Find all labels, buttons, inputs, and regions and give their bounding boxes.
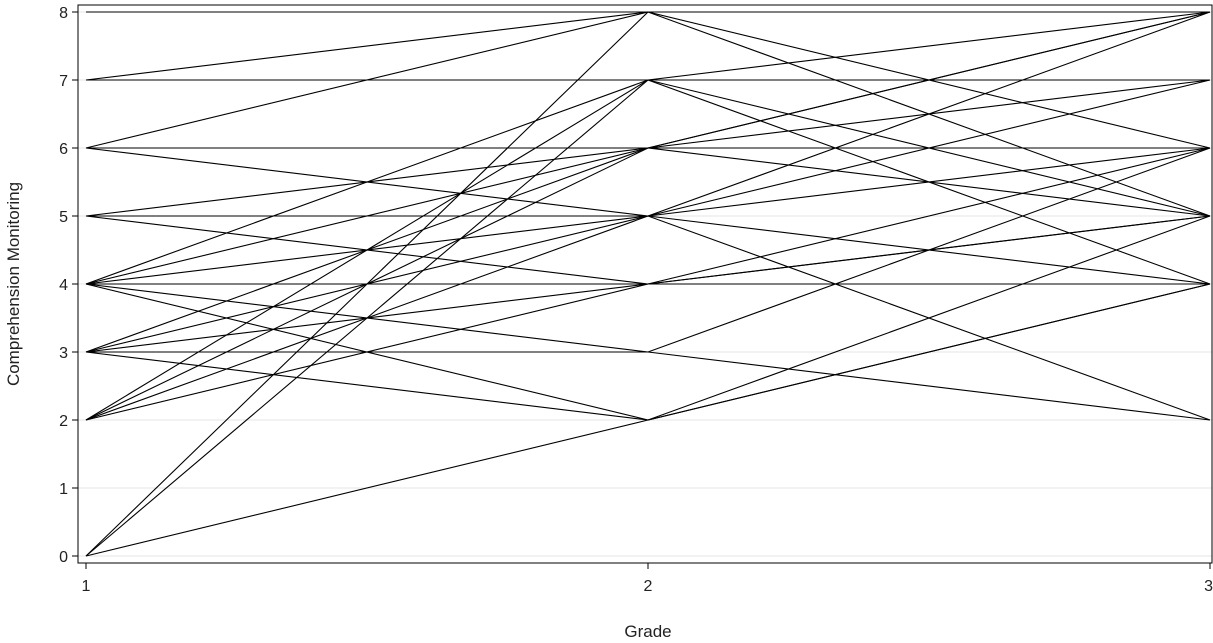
series-line-19 xyxy=(85,283,1211,421)
y-tick-label-5: 5 xyxy=(59,209,68,226)
series-line-25 xyxy=(85,147,1211,285)
series-line-9 xyxy=(86,147,1211,353)
series-line-8 xyxy=(85,147,1211,353)
y-tick-label-3: 3 xyxy=(59,345,68,362)
y-axis: 0 1 2 3 4 5 6 7 8 xyxy=(59,5,78,566)
series-line-16 xyxy=(86,215,1211,285)
y-tick-label-2: 2 xyxy=(59,413,68,430)
y-tick-label-0: 0 xyxy=(59,549,68,566)
series-line-14 xyxy=(85,79,1211,285)
series-line-15 xyxy=(85,283,1211,421)
series-line-28 xyxy=(86,79,1211,217)
x-tick-label-1: 1 xyxy=(82,578,91,595)
y-tick-label-7: 7 xyxy=(59,73,68,90)
x-axis-title: Grade xyxy=(624,622,671,641)
data-lines xyxy=(85,11,1211,557)
series-line-17 xyxy=(85,79,1210,285)
series-line-12 xyxy=(85,11,1211,353)
x-tick-label-2: 2 xyxy=(644,578,653,595)
series-line-7 xyxy=(85,79,1211,421)
y-tick-label-8: 8 xyxy=(59,5,68,22)
y-tick-label-1: 1 xyxy=(59,481,68,498)
y-axis-title: Comprehension Monitoring xyxy=(4,182,23,386)
series-line-21 xyxy=(85,215,1210,285)
x-tick-label-3: 3 xyxy=(1204,578,1213,595)
x-axis: 1 2 3 xyxy=(82,563,1213,595)
series-line-27 xyxy=(85,11,1211,217)
y-tick-label-6: 6 xyxy=(59,141,68,158)
y-tick-label-4: 4 xyxy=(59,277,68,294)
